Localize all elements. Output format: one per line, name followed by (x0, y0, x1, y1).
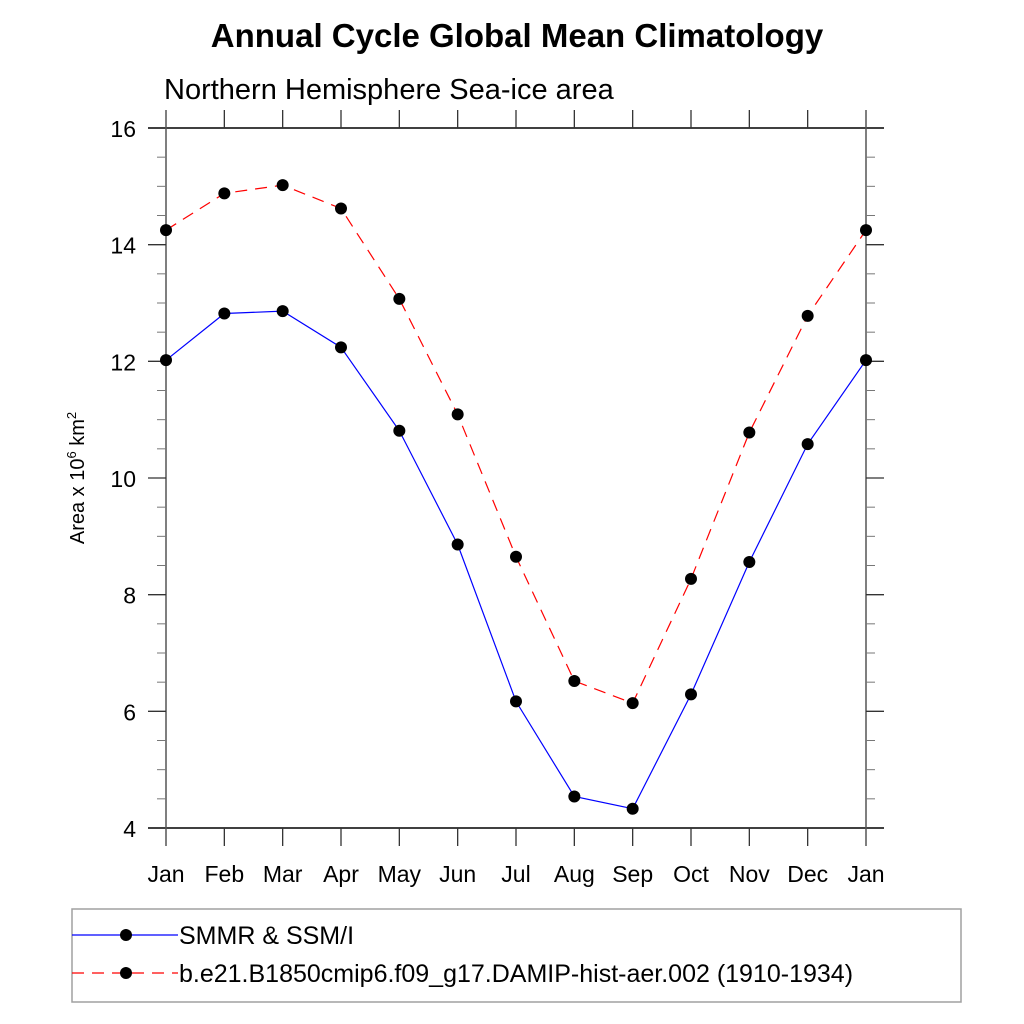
data-point (626, 697, 639, 710)
data-point (276, 305, 289, 318)
legend-marker-0 (120, 929, 132, 941)
y-tick-label: 10 (110, 466, 136, 492)
data-point (160, 224, 172, 237)
legend-label-1: b.e21.B1850cmip6.f09_g17.DAMIP-hist-aer.… (179, 960, 853, 988)
x-tick-label: Jul (501, 861, 530, 887)
data-point (335, 341, 347, 354)
tick-labels: Jan Feb Mar Apr May Jun Jul Aug Sep Oct Nov Dec Jan 4… (110, 116, 884, 887)
data-point (860, 224, 872, 237)
data-point (451, 538, 464, 551)
series-0 (160, 305, 872, 815)
y-tick-label: 8 (123, 583, 136, 609)
data-point (743, 556, 756, 568)
data-point (451, 408, 464, 421)
data-point (160, 354, 172, 367)
x-tick-label: Oct (673, 861, 709, 887)
data-point (568, 790, 581, 803)
y-tick-label: 6 (123, 699, 136, 725)
x-tick-label: Jun (439, 861, 476, 887)
data-point (393, 292, 406, 305)
x-tick-label: Mar (263, 861, 303, 887)
data-point (626, 802, 639, 815)
y-tick-label: 4 (123, 816, 136, 842)
data-point (335, 202, 347, 215)
x-tick-label: Sep (612, 861, 653, 887)
x-tick-label: Apr (323, 861, 359, 887)
data-point (393, 424, 406, 437)
x-tick-label: Aug (554, 861, 595, 887)
plot-axes (148, 110, 884, 846)
data-point (218, 307, 231, 320)
legend-marker-1 (120, 967, 132, 979)
x-tick-label: Jan (147, 861, 184, 887)
series-line-1 (165, 184, 867, 704)
series-layer (160, 179, 872, 815)
data-point (801, 438, 814, 451)
x-tick-label: Nov (729, 861, 770, 887)
legend-item-0: SMMR & SSM/I (72, 922, 354, 950)
y-tick-label: 14 (110, 233, 136, 259)
y-tick-label: 12 (110, 349, 136, 375)
data-point (510, 695, 522, 708)
chart-title: Annual Cycle Global Mean Climatology (211, 17, 824, 54)
series-1 (160, 179, 872, 710)
legend: SMMR & SSM/I b.e21.B1850cmip6.f09_g17.DA… (71, 908, 962, 1003)
x-tick-label: May (378, 861, 422, 887)
legend-box (71, 908, 962, 1003)
data-point (568, 675, 581, 687)
x-tick-label: Feb (205, 861, 245, 887)
y-axis-label: Area x 106 km2 (64, 412, 89, 544)
legend-label-0: SMMR & SSM/I (179, 922, 354, 950)
data-point (685, 572, 697, 585)
y-tick-label: 16 (110, 116, 136, 142)
data-point (218, 187, 231, 200)
x-tick-label: Dec (787, 861, 828, 887)
data-point (685, 688, 697, 701)
x-tick-label: Jan (847, 861, 884, 887)
chart-subtitle: Northern Hemisphere Sea-ice area (164, 74, 615, 106)
data-point (860, 354, 872, 367)
legend-item-1: b.e21.B1850cmip6.f09_g17.DAMIP-hist-aer.… (72, 960, 853, 988)
data-point (510, 550, 522, 563)
data-point (276, 179, 289, 192)
data-point (743, 426, 756, 439)
data-point (801, 309, 814, 322)
